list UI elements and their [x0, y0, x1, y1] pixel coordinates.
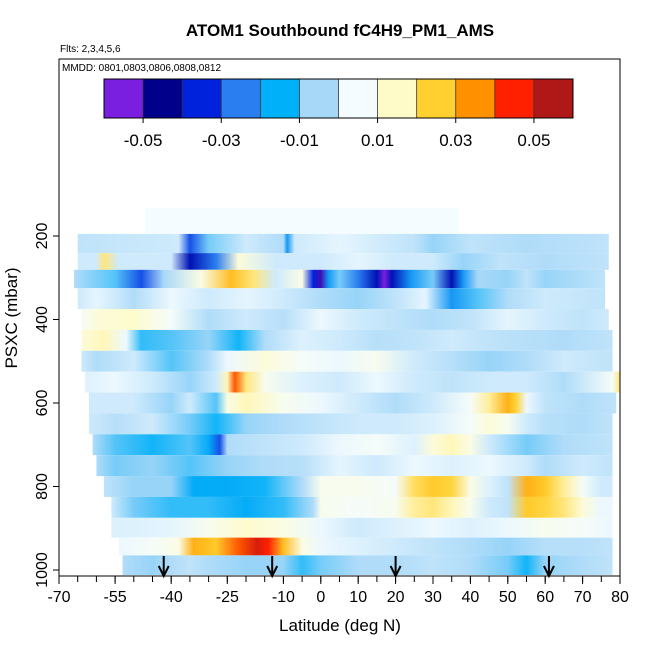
heatmap-cells	[73, 207, 621, 575]
heatmap-row	[122, 555, 613, 575]
heatmap-row	[88, 413, 613, 435]
colorbar-swatch	[533, 79, 574, 118]
y-tick-label: 800	[34, 473, 51, 500]
dates-note: MMDD: 0801,0803,0806,0808,0812	[62, 63, 221, 74]
heatmap-row	[92, 434, 613, 456]
colorbar-swatch	[104, 79, 144, 118]
heatmap-row	[73, 269, 606, 289]
x-tick-label: 30	[424, 589, 442, 606]
colorbar-swatch	[221, 79, 261, 118]
colorbar-tick-label: 0.03	[439, 131, 472, 150]
y-tick-label: 400	[34, 306, 51, 333]
x-tick-label: -55	[104, 589, 127, 606]
heatmap-row	[111, 496, 613, 518]
x-tick-label: -25	[216, 589, 239, 606]
colorbar-tick-label: 0.01	[361, 131, 394, 150]
flights-note: Flts: 2,3,4,5,6	[60, 44, 121, 55]
y-tick-label: 1000	[34, 552, 51, 588]
x-tick-label: 50	[499, 589, 517, 606]
heatmap-row	[77, 288, 606, 310]
y-axis-label: PSXC (mbar)	[2, 267, 21, 368]
heatmap-row	[85, 371, 621, 393]
colorbar-tick-label: -0.03	[202, 131, 241, 150]
x-tick-label: 60	[536, 589, 554, 606]
colorbar-swatch	[338, 79, 378, 118]
colorbar: -0.05 -0.03 -0.01 0.01 0.03 0.05	[103, 78, 574, 150]
heatmap-row	[145, 207, 460, 234]
x-tick-label: -10	[272, 589, 295, 606]
colorbar-swatch	[143, 79, 183, 118]
colorbar-swatch	[182, 79, 222, 118]
heatmap-row	[77, 233, 609, 254]
colorbar-swatch	[416, 79, 457, 118]
heatmap-row	[77, 253, 609, 270]
colorbar-swatch	[494, 79, 535, 118]
x-tick-label: 40	[462, 589, 480, 606]
x-tick-label: -70	[47, 589, 70, 606]
colorbar-swatch	[299, 79, 339, 118]
heatmap-row	[111, 517, 613, 538]
heatmap-row	[88, 392, 617, 414]
heatmap-row	[81, 350, 613, 372]
x-tick-label: 10	[349, 589, 367, 606]
colorbar-tick-label: -0.05	[124, 131, 163, 150]
colorbar-swatch	[455, 79, 496, 118]
heatmap-row	[118, 537, 613, 556]
heatmap-row	[81, 309, 609, 330]
heatmap-row	[81, 329, 613, 351]
x-axis-label: Latitude (deg N)	[279, 616, 401, 635]
x-tick-label: 0	[316, 589, 325, 606]
axes: -70 -55 -40 -25 -10 0 10 20 30 40 50 60 70 80 200 400 60…	[34, 223, 629, 606]
colorbar-swatch	[260, 79, 300, 118]
colorbar-frame	[103, 78, 574, 119]
x-tick-label: 80	[611, 589, 629, 606]
heatmap-row	[96, 455, 613, 477]
plot-frame	[58, 58, 621, 577]
y-tick-label: 200	[34, 223, 51, 250]
chart-title: ATOM1 Southbound fC4H9_PM1_AMS	[186, 21, 494, 40]
x-tick-label: 20	[387, 589, 405, 606]
x-tick-label: -40	[160, 589, 183, 606]
y-tick-label: 600	[34, 390, 51, 417]
heatmap-row	[103, 476, 613, 497]
colorbar-swatch	[377, 79, 417, 118]
colorbar-tick-label: 0.05	[517, 131, 550, 150]
colorbar-tick-label: -0.01	[280, 131, 319, 150]
x-tick-label: 70	[574, 589, 592, 606]
